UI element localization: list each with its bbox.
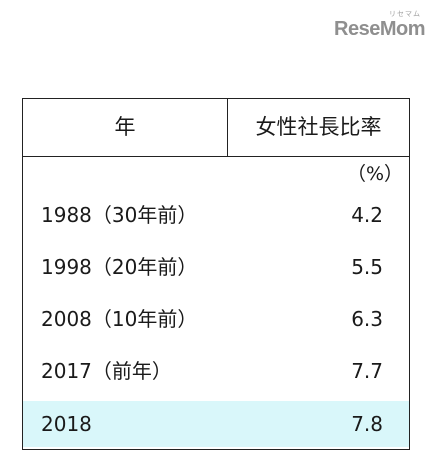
female-president-ratio-table: 年 女性社長比率 （%） 1988（30年前） 4.2 1998（20年前） 5… bbox=[22, 98, 410, 450]
row-year: 1998（20年前） bbox=[41, 255, 198, 279]
logo-text: ReseMom bbox=[334, 18, 425, 40]
unit-label: （%） bbox=[346, 163, 403, 185]
table-row: 2017（前年） 7.7 bbox=[23, 348, 409, 394]
row-value: 7.8 bbox=[351, 412, 383, 436]
header-year: 年 bbox=[114, 115, 136, 139]
row-value: 4.2 bbox=[351, 203, 383, 227]
row-value: 5.5 bbox=[351, 255, 383, 279]
row-value: 7.7 bbox=[351, 359, 383, 383]
row-value: 6.3 bbox=[351, 307, 383, 331]
row-year: 2018 bbox=[41, 412, 92, 436]
row-year: 2008（10年前） bbox=[41, 307, 198, 331]
resemom-logo: リセマム ReseMom bbox=[334, 10, 425, 40]
table-row: 1998（20年前） 5.5 bbox=[23, 244, 409, 290]
table-header-row: 年 女性社長比率 bbox=[23, 99, 409, 157]
table-row: 2008（10年前） 6.3 bbox=[23, 296, 409, 342]
header-ratio: 女性社長比率 bbox=[255, 115, 382, 139]
row-year: 1988（30年前） bbox=[41, 203, 198, 227]
header-divider bbox=[227, 99, 228, 156]
logo-subtext: リセマム bbox=[389, 10, 421, 18]
table-row: 1988（30年前） 4.2 bbox=[23, 192, 409, 238]
row-year: 2017（前年） bbox=[41, 359, 172, 383]
table-row-highlighted: 2018 7.8 bbox=[23, 401, 409, 447]
